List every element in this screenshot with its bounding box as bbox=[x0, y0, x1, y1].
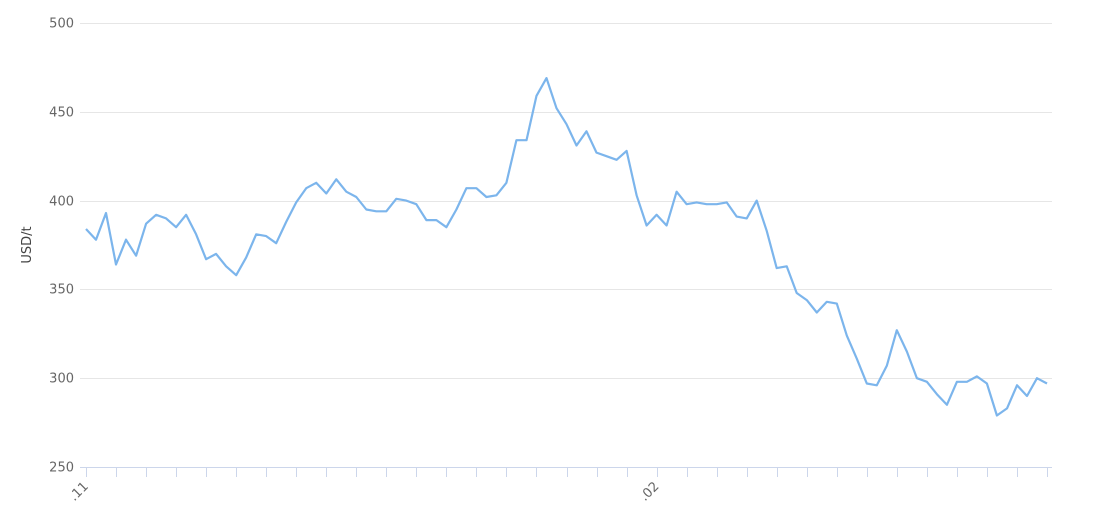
x-tick-label: .02 bbox=[637, 479, 662, 504]
y-tick-label: 300 bbox=[49, 372, 74, 387]
y-tick-label: 350 bbox=[49, 283, 74, 298]
x-axis: .11 .02 bbox=[67, 467, 1052, 504]
y-tick-label: 250 bbox=[49, 461, 74, 476]
series-line bbox=[85, 77, 1048, 417]
x-tick-label: .11 bbox=[67, 479, 92, 504]
gridlines bbox=[80, 23, 1052, 379]
y-tick-label: 400 bbox=[49, 195, 74, 210]
y-axis-title: USD/t bbox=[20, 226, 35, 263]
y-axis-ticks: 250 300 350 400 450 500 bbox=[49, 17, 74, 476]
y-tick-label: 450 bbox=[49, 106, 74, 121]
y-tick-label: 500 bbox=[49, 17, 74, 32]
